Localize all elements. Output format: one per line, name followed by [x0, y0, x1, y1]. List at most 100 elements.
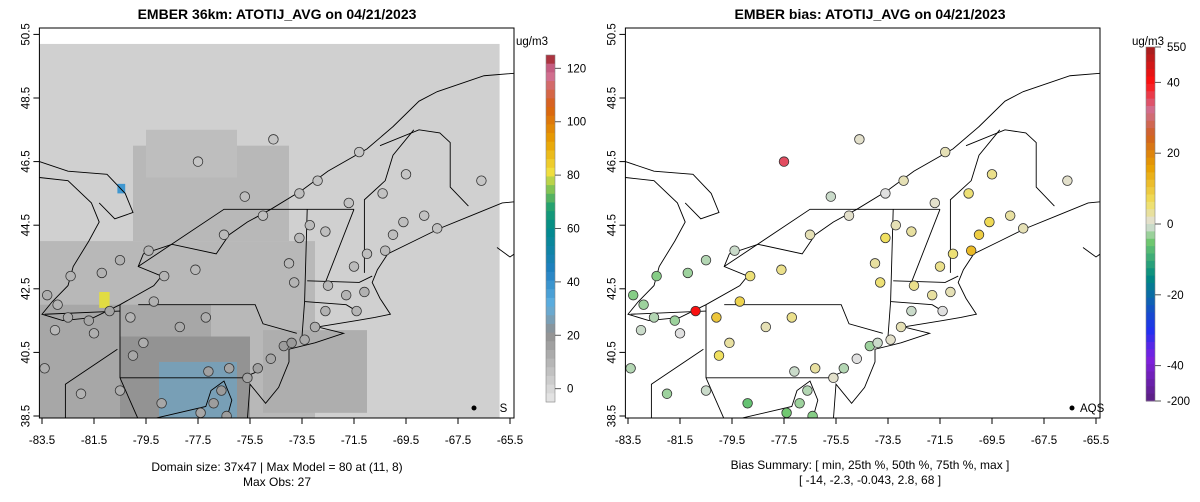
station-point	[674, 328, 686, 339]
station-point	[39, 363, 50, 374]
station-point	[65, 270, 76, 282]
station-point	[786, 312, 798, 323]
colorbar-swatch	[1146, 260, 1155, 269]
station-point	[869, 258, 881, 269]
colorbar-swatch	[546, 176, 555, 186]
station-point	[781, 407, 792, 418]
station-point	[742, 398, 753, 409]
station-point	[341, 289, 352, 301]
left-colorbar-tick-label: 40	[567, 277, 580, 289]
station-point	[661, 388, 673, 399]
station-point	[283, 258, 295, 269]
station-point	[669, 315, 681, 326]
station-point	[929, 197, 941, 209]
colorbar-swatch	[546, 375, 555, 386]
colorbar-swatch	[1146, 312, 1155, 321]
colorbar-swatch	[546, 349, 555, 360]
colorbar-swatch	[1146, 69, 1155, 77]
colorbar-swatch	[546, 72, 555, 82]
station-point	[343, 197, 355, 209]
station-point	[880, 188, 891, 199]
colorbar-swatch	[546, 81, 555, 91]
station-point	[203, 366, 214, 377]
colorbar-swatch	[546, 219, 555, 229]
station-point	[690, 305, 701, 317]
station-point	[651, 270, 662, 282]
y-tick-label: 50.5	[606, 23, 618, 45]
colorbar-swatch	[546, 245, 555, 256]
colorbar-swatch	[1146, 150, 1155, 159]
station-point	[268, 134, 279, 145]
y-tick-label: 40.5	[20, 341, 32, 363]
station-point	[75, 388, 87, 399]
colorbar-swatch	[1146, 54, 1155, 63]
map-boundary-line	[137, 208, 354, 267]
colorbar-swatch	[1146, 356, 1155, 365]
station-point	[843, 210, 855, 221]
map-boundary-line	[154, 380, 233, 418]
y-tick-label: 46.5	[20, 150, 32, 172]
station-point	[476, 175, 487, 186]
station-point	[700, 254, 712, 266]
colorbar-swatch	[1146, 113, 1155, 122]
colorbar-swatch	[546, 323, 555, 334]
left-colorbar-tick-label: 20	[567, 330, 580, 342]
station-point	[890, 219, 902, 231]
colorbar-swatch	[546, 332, 555, 342]
map-boundary-line	[706, 371, 844, 379]
station-point	[638, 299, 649, 310]
left-footer-line-1: Domain size: 37x47 | Max Model = 80 at (…	[151, 460, 402, 474]
station-point	[682, 267, 694, 279]
map-boundary-line	[363, 129, 415, 273]
station-point	[937, 305, 948, 317]
station-point	[807, 410, 818, 418]
left-colorbar-tick-label: 120	[567, 63, 586, 75]
map-boundary-line	[324, 209, 355, 283]
x-tick-label: -79.5	[133, 435, 159, 447]
colorbar-swatch	[1146, 246, 1155, 254]
station-point	[776, 264, 787, 275]
colorbar-swatch	[546, 185, 555, 195]
station-point	[158, 270, 170, 282]
station-point	[628, 289, 639, 301]
colorbar-swatch	[1146, 253, 1155, 262]
colorbar-swatch	[546, 124, 555, 134]
station-point	[700, 385, 712, 396]
station-point	[945, 286, 956, 298]
x-tick-label: -73.5	[289, 435, 315, 447]
map-boundary-line	[496, 247, 515, 258]
station-point	[625, 363, 636, 374]
y-tick-label: 50.5	[20, 23, 32, 45]
colorbar-swatch	[546, 167, 555, 177]
map-boundary-line	[625, 72, 1101, 322]
station-point	[377, 188, 388, 199]
x-tick-label: -75.5	[823, 435, 849, 447]
station-point	[242, 372, 253, 384]
station-point	[734, 296, 746, 307]
colorbar-swatch	[1146, 201, 1155, 210]
right-footer-line-1: Bias Summary: [ min, 25th %, 50th %, 75t…	[731, 458, 1010, 472]
map-boundary-line	[949, 129, 1001, 273]
left-map-panel: EMBER 36km: ATOTIJ_AVG on 04/21/2023 Dom…	[20, 6, 586, 489]
colorbar-swatch	[1146, 83, 1155, 92]
station-point	[320, 226, 331, 237]
colorbar-swatch	[1146, 283, 1155, 291]
colorbar-swatch	[1146, 61, 1155, 70]
station-point	[880, 232, 891, 244]
station-point	[1130, 195, 1140, 205]
right-colorbar-tick-label: 0	[1167, 219, 1173, 231]
left-colorbar-tick-label: 60	[567, 224, 580, 236]
x-tick-label: -77.5	[771, 435, 797, 447]
station-point	[380, 245, 391, 256]
station-point	[804, 229, 816, 240]
x-tick-label: -67.5	[1031, 435, 1057, 447]
x-tick-label: -81.5	[667, 435, 693, 447]
right-colorbar-tick-label: 40	[1167, 77, 1180, 89]
x-tick-label: -71.5	[341, 435, 367, 447]
station-point	[1005, 210, 1016, 221]
left-footer-line-2: Max Obs: 27	[243, 475, 311, 489]
station-point	[42, 289, 53, 301]
station-point	[760, 321, 772, 333]
colorbar-swatch	[1146, 386, 1155, 395]
